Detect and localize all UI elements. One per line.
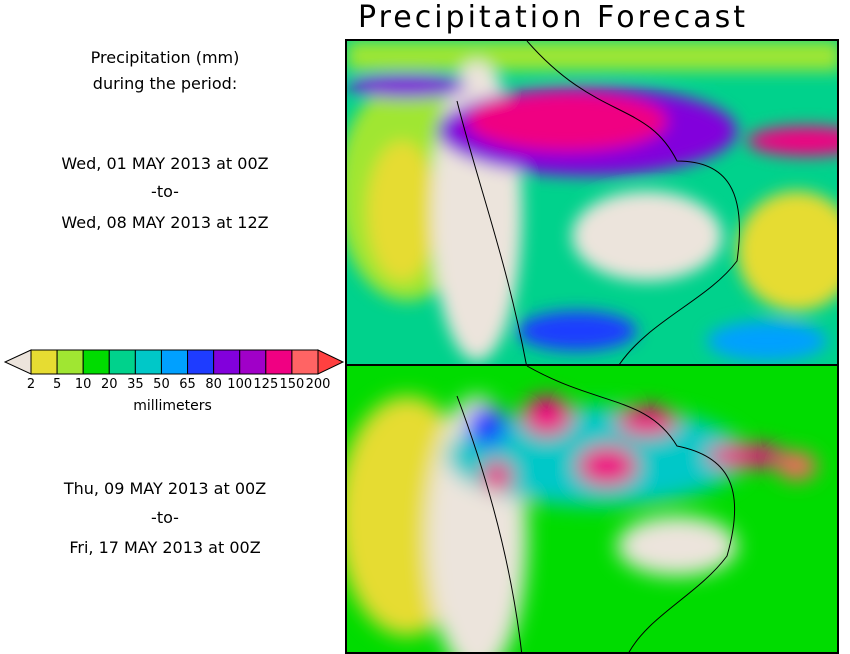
- chart-title: Precipitation Forecast: [358, 0, 748, 35]
- header-line1: Precipitation (mm): [90, 48, 240, 67]
- colorbar-tick-label: 200: [305, 377, 331, 392]
- colorbar-under-triangle: [3, 349, 32, 375]
- period2-sep: -to-: [151, 508, 179, 527]
- colorbar-bin: [187, 349, 215, 375]
- colorbar-tick-label: 125: [253, 377, 279, 392]
- header-line2: during the period:: [92, 74, 238, 93]
- colorbar-tick-label: 20: [100, 377, 118, 392]
- period2-start: Thu, 09 MAY 2013 at 00Z: [63, 479, 267, 498]
- colorbar-bin: [108, 349, 136, 375]
- colorbar-tick-label: 100: [227, 377, 253, 392]
- precip-map-2: [347, 366, 837, 652]
- precip-map-1: [347, 41, 837, 364]
- colorbar-bin: [213, 349, 241, 375]
- colorbar-tick-label: 80: [205, 377, 222, 392]
- colorbar-tick-label: 65: [179, 377, 196, 392]
- colorbar-bin: [239, 349, 267, 375]
- period1-sep: -to-: [151, 182, 179, 201]
- colorbar-tick-label: 2: [26, 377, 36, 392]
- colorbar-bin: [56, 349, 84, 375]
- colorbar-bin: [291, 349, 319, 375]
- colorbar-tick-label: 10: [74, 377, 92, 392]
- map-panel-period1: [345, 39, 839, 366]
- period1-end: Wed, 08 MAY 2013 at 12Z: [61, 213, 269, 232]
- colorbar-tick-label: 5: [52, 377, 62, 392]
- colorbar-tick-label: 150: [279, 377, 305, 392]
- colorbar-tick-label: 35: [127, 377, 144, 392]
- colorbar-units: millimeters: [133, 398, 212, 414]
- colorbar-bin: [134, 349, 162, 375]
- colorbar-bin: [265, 349, 293, 375]
- colorbar-bin: [160, 349, 189, 375]
- colorbar: [3, 349, 345, 375]
- period1-start: Wed, 01 MAY 2013 at 00Z: [61, 154, 269, 173]
- colorbar-tick-label: 50: [153, 377, 170, 392]
- colorbar-over-triangle: [317, 349, 345, 375]
- map-panel-period2: [345, 364, 839, 654]
- colorbar-bin: [30, 349, 58, 375]
- colorbar-bin: [82, 349, 110, 375]
- period2-end: Fri, 17 MAY 2013 at 00Z: [69, 538, 261, 557]
